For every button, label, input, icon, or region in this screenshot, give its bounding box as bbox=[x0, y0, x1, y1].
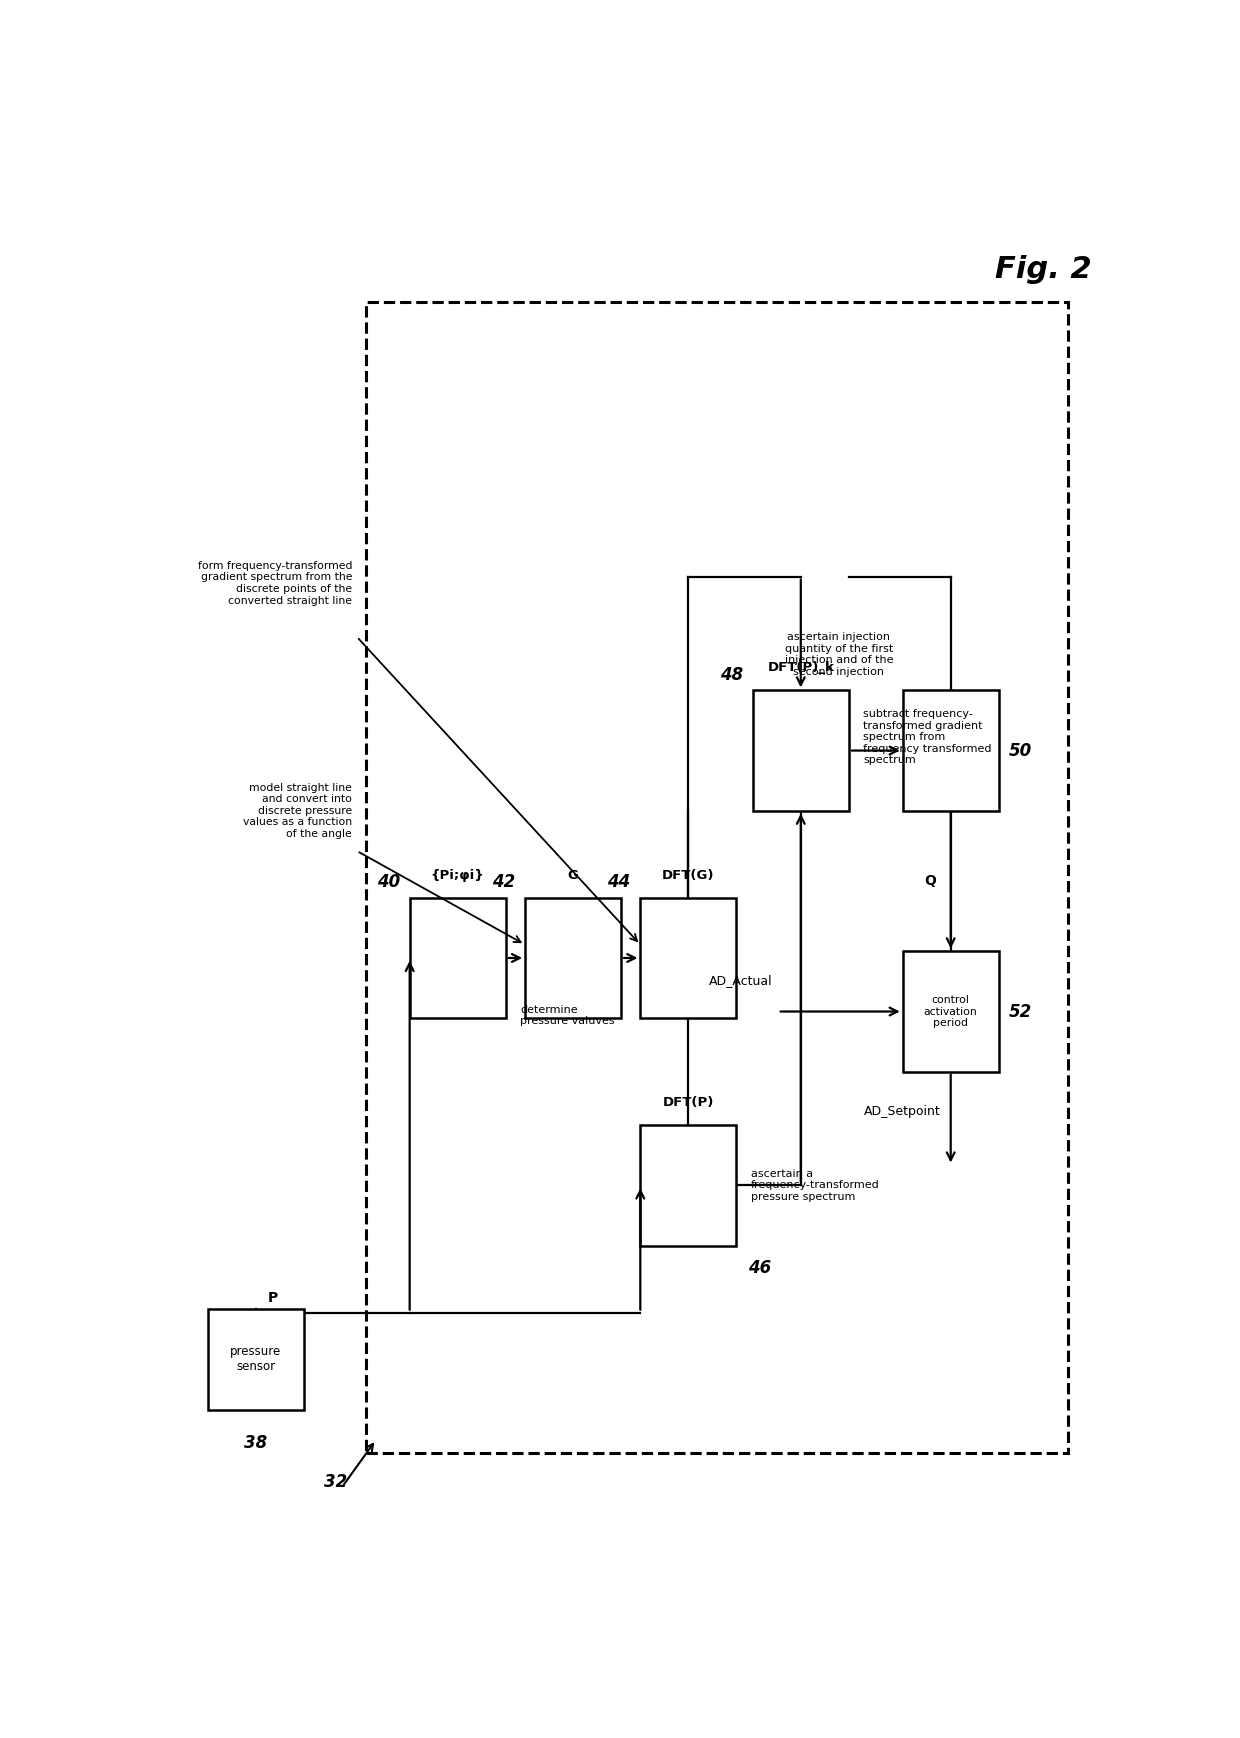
Text: AD_Setpoint: AD_Setpoint bbox=[864, 1105, 941, 1118]
Bar bbox=[640, 1124, 737, 1246]
Text: 42: 42 bbox=[492, 872, 516, 892]
Text: pressure
sensor: pressure sensor bbox=[231, 1345, 281, 1373]
Text: determine
pressure valuves: determine pressure valuves bbox=[521, 1005, 615, 1027]
Bar bbox=[409, 899, 506, 1018]
Text: 48: 48 bbox=[720, 666, 743, 683]
Text: subtract frequency-
transformed gradient
spectrum from
frequency transformed
spe: subtract frequency- transformed gradient… bbox=[863, 709, 992, 765]
Text: G: G bbox=[568, 869, 579, 881]
Text: 40: 40 bbox=[377, 872, 401, 892]
Bar bbox=[367, 302, 1068, 1453]
Bar bbox=[640, 899, 737, 1018]
Text: Fig. 2: Fig. 2 bbox=[996, 255, 1092, 285]
Text: DFT(G): DFT(G) bbox=[662, 869, 714, 881]
Text: form frequency-transformed
gradient spectrum from the
discrete points of the
con: form frequency-transformed gradient spec… bbox=[197, 561, 352, 605]
Bar bbox=[753, 690, 849, 812]
Bar bbox=[525, 899, 621, 1018]
Text: 50: 50 bbox=[1008, 742, 1032, 760]
Text: ascertain a
frequency-transformed
pressure spectrum: ascertain a frequency-transformed pressu… bbox=[751, 1170, 879, 1203]
Text: model straight line
and convert into
discrete pressure
values as a function
of t: model straight line and convert into dis… bbox=[243, 782, 352, 839]
Text: 44: 44 bbox=[608, 872, 631, 892]
Text: 46: 46 bbox=[748, 1258, 771, 1277]
Text: DFT(P)_k: DFT(P)_k bbox=[768, 660, 835, 674]
Text: Q: Q bbox=[924, 874, 936, 888]
Text: 52: 52 bbox=[1008, 1003, 1032, 1020]
Bar bbox=[903, 690, 998, 812]
Text: 32: 32 bbox=[324, 1474, 347, 1491]
Text: DFT(P): DFT(P) bbox=[662, 1097, 714, 1109]
Text: {Pi;φi}: {Pi;φi} bbox=[430, 869, 485, 881]
Text: 38: 38 bbox=[244, 1434, 268, 1451]
Text: P: P bbox=[268, 1291, 278, 1305]
Text: ascertain injection
quantity of the first
injection and of the
second injection: ascertain injection quantity of the firs… bbox=[785, 633, 893, 676]
Text: control
activation
period: control activation period bbox=[924, 994, 977, 1029]
Text: AD_Actual: AD_Actual bbox=[709, 975, 773, 987]
Bar bbox=[208, 1309, 304, 1410]
Bar bbox=[903, 951, 998, 1072]
